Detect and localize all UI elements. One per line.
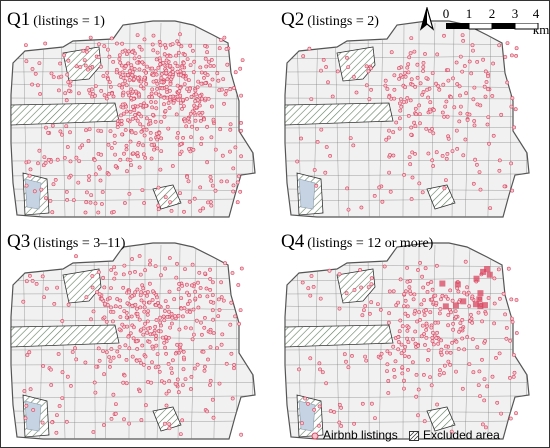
excluded-area-south [152, 406, 182, 432]
panel-title: Q2 (listings = 2) [281, 9, 379, 31]
listing-dots [297, 259, 519, 434]
scale-tick-1: 1 [465, 6, 473, 21]
excluded-area-golden-gate-park [284, 102, 394, 126]
legend-excluded-label: Excluded area [423, 427, 500, 442]
panel-subtitle: (listings = 12 or more) [307, 236, 434, 251]
excluded-area-golden-gate-park [284, 324, 394, 348]
map-panel-q2: Q2 (listings = 2) [277, 3, 548, 221]
panel-title: Q4 (listings = 12 or more) [281, 231, 433, 253]
legend-item-excluded: Excluded area [409, 428, 500, 442]
scale-tick-2: 2 [488, 6, 496, 21]
legend-listings-label: Airbnb listings [323, 427, 398, 442]
map-canvas [284, 242, 530, 440]
scale-bar-segments [446, 23, 539, 30]
panel-subtitle: (listings = 3–11) [33, 236, 126, 251]
legend-item-listings: Airbnb listings [311, 428, 398, 442]
scale-tick-4: 4 km [532, 6, 550, 37]
excluded-area-presidio [62, 46, 102, 82]
panel-subtitle: (listings = 2) [307, 14, 379, 29]
lake [298, 178, 316, 210]
map-canvas [10, 20, 256, 218]
legend: Airbnb listings Excluded area [311, 427, 508, 442]
scale-tick-0: 0 [442, 6, 450, 21]
listing-dots [295, 33, 519, 212]
excluded-area-south [426, 184, 456, 210]
panel-subtitle: (listings = 1) [33, 14, 105, 29]
excluded-area-south [426, 406, 456, 432]
excluded-area-golden-gate-park [10, 102, 120, 126]
listing-dots [23, 32, 245, 215]
map-panel-q1: Q1 (listings = 1) [3, 3, 274, 221]
listing-dots [21, 254, 244, 437]
map-panel-q3: Q3 (listings = 3–11) [3, 225, 274, 443]
lake [24, 178, 42, 210]
scale-bar: 0 1 2 3 4 km [419, 3, 549, 43]
map-panel-q4: Q4 (listings = 12 or more) [277, 225, 548, 443]
panel-title: Q1 (listings = 1) [7, 9, 105, 31]
panel-code: Q4 [281, 231, 305, 252]
north-arrow-icon [419, 7, 435, 31]
map-canvas [284, 20, 530, 218]
hatch-swatch-icon [409, 430, 420, 441]
scale-tick-3: 3 [511, 6, 519, 21]
panel-code: Q1 [7, 9, 31, 30]
panel-code: Q3 [7, 231, 31, 252]
panel-code: Q2 [281, 9, 305, 30]
excluded-area-golden-gate-park [10, 324, 120, 348]
listing-dot-icon [311, 432, 319, 440]
map-canvas [10, 242, 256, 440]
panel-title: Q3 (listings = 3–11) [7, 231, 125, 253]
